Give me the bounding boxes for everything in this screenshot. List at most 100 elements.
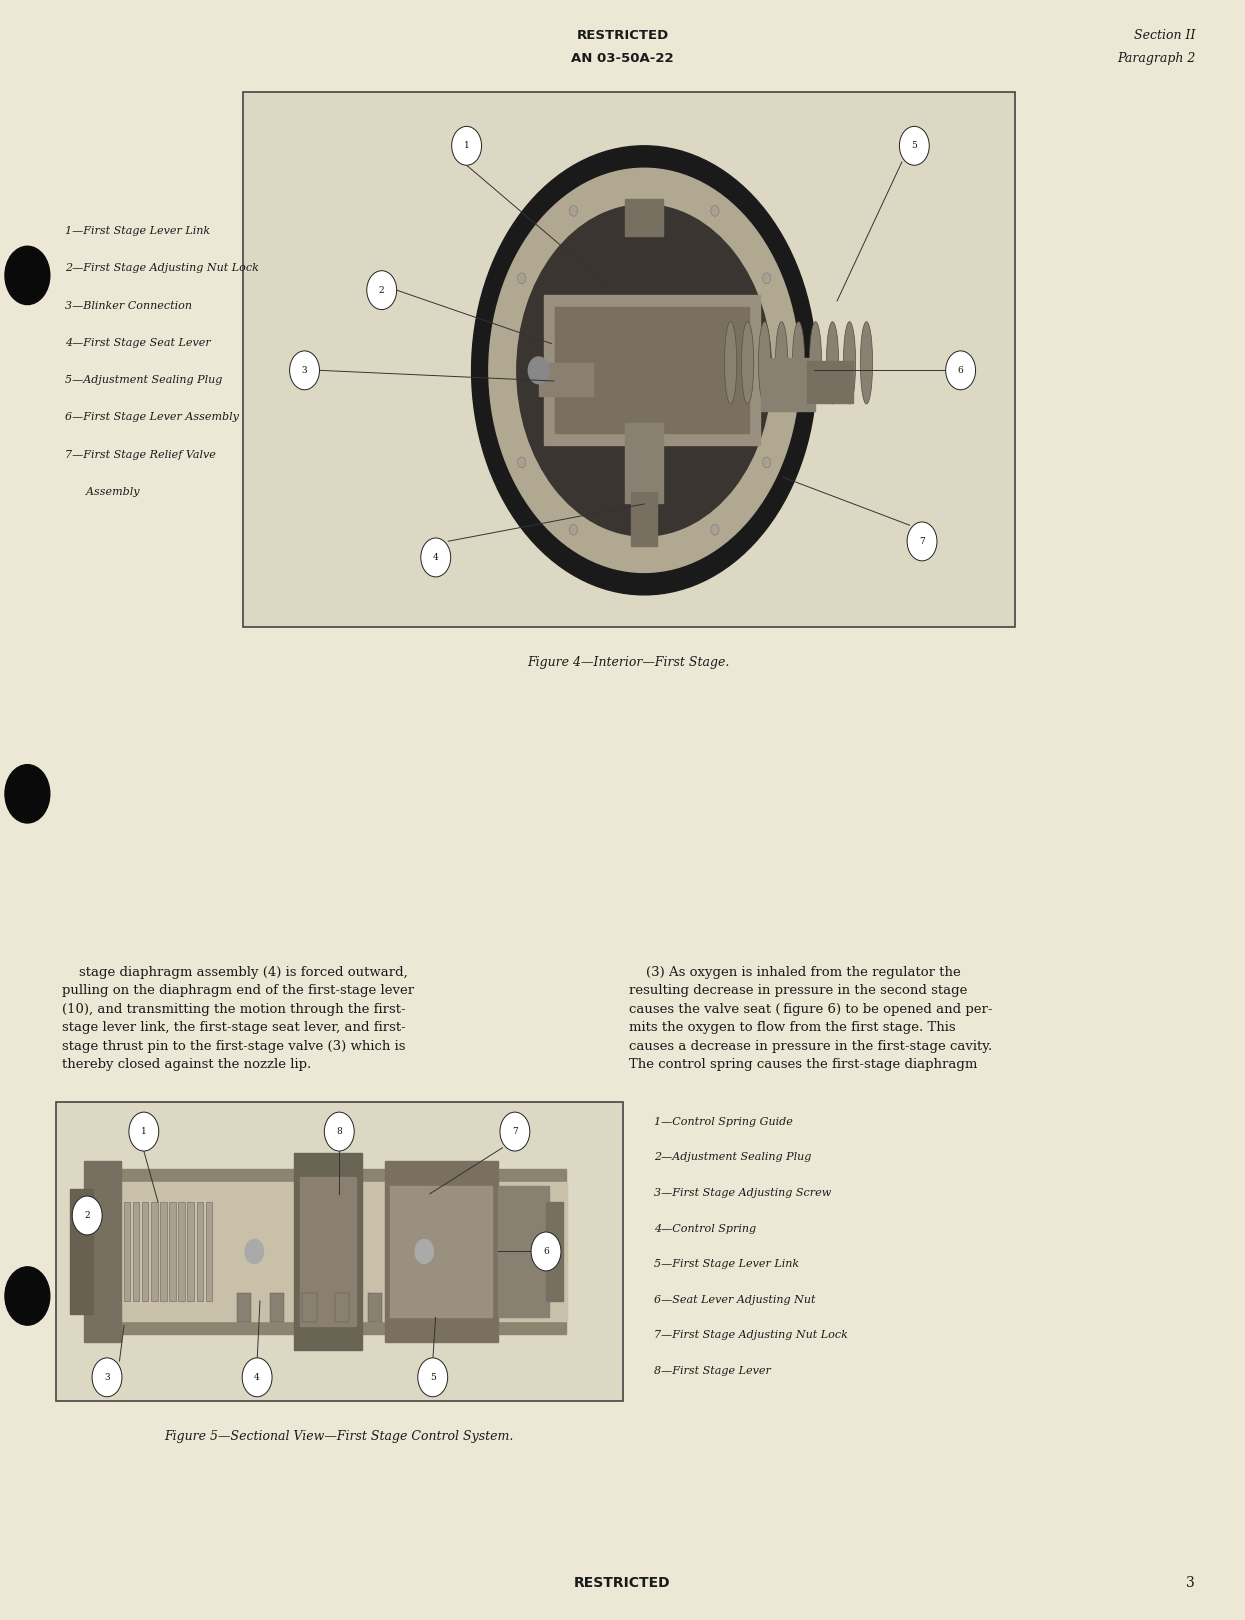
Circle shape bbox=[243, 1358, 273, 1396]
Circle shape bbox=[711, 206, 720, 215]
Text: 1—Control Spring Guide: 1—Control Spring Guide bbox=[654, 1116, 793, 1126]
Text: (3) As oxygen is inhaled from the regulator the
resulting decrease in pressure i: (3) As oxygen is inhaled from the regula… bbox=[629, 966, 992, 1071]
Text: Assembly: Assembly bbox=[65, 486, 139, 497]
Text: 8: 8 bbox=[336, 1128, 342, 1136]
Circle shape bbox=[946, 352, 976, 390]
Circle shape bbox=[528, 356, 549, 384]
Text: 5: 5 bbox=[911, 141, 918, 151]
Bar bbox=[631, 492, 657, 546]
Circle shape bbox=[367, 271, 397, 309]
Text: 1—First Stage Lever Link: 1—First Stage Lever Link bbox=[65, 227, 210, 237]
Circle shape bbox=[532, 1233, 561, 1272]
Bar bbox=[238, 1293, 251, 1322]
Bar bbox=[178, 1202, 184, 1301]
Text: RESTRICTED: RESTRICTED bbox=[574, 1576, 671, 1591]
Circle shape bbox=[72, 1196, 102, 1234]
Text: 7: 7 bbox=[512, 1128, 518, 1136]
Bar bbox=[300, 1178, 356, 1325]
Ellipse shape bbox=[776, 322, 788, 403]
Text: 4: 4 bbox=[254, 1372, 260, 1382]
Bar bbox=[188, 1202, 194, 1301]
Ellipse shape bbox=[827, 322, 839, 403]
Ellipse shape bbox=[809, 322, 822, 403]
Text: 3—Blinker Connection: 3—Blinker Connection bbox=[65, 301, 192, 311]
Text: 4—Control Spring: 4—Control Spring bbox=[654, 1223, 756, 1233]
Circle shape bbox=[129, 1111, 159, 1150]
Text: Figure 5—Sectional View—First Stage Control System.: Figure 5—Sectional View—First Stage Cont… bbox=[164, 1430, 514, 1443]
Text: RESTRICTED: RESTRICTED bbox=[576, 29, 669, 42]
Text: 7—First Stage Relief Valve: 7—First Stage Relief Valve bbox=[65, 449, 215, 460]
Circle shape bbox=[569, 525, 578, 535]
Bar bbox=[390, 1186, 492, 1317]
Bar bbox=[539, 363, 593, 395]
Text: 3: 3 bbox=[301, 366, 308, 374]
Circle shape bbox=[489, 168, 799, 572]
Circle shape bbox=[421, 538, 451, 577]
Bar bbox=[205, 1202, 212, 1301]
Circle shape bbox=[5, 246, 50, 305]
Bar bbox=[547, 1202, 563, 1301]
Text: 4—First Stage Seat Lever: 4—First Stage Seat Lever bbox=[65, 339, 210, 348]
Bar bbox=[197, 1202, 203, 1301]
Bar bbox=[385, 1162, 498, 1341]
Text: 1: 1 bbox=[141, 1128, 147, 1136]
Ellipse shape bbox=[860, 322, 873, 403]
Bar bbox=[544, 295, 759, 446]
Text: 2: 2 bbox=[85, 1212, 90, 1220]
Bar bbox=[124, 1202, 131, 1301]
Text: AN 03-50A-22: AN 03-50A-22 bbox=[571, 52, 674, 65]
Circle shape bbox=[569, 206, 578, 215]
Bar bbox=[807, 361, 853, 403]
Text: 7: 7 bbox=[919, 536, 925, 546]
Bar bbox=[151, 1202, 158, 1301]
Text: 3: 3 bbox=[1186, 1576, 1195, 1591]
Circle shape bbox=[711, 525, 720, 535]
Circle shape bbox=[418, 1358, 448, 1396]
Bar bbox=[161, 1202, 167, 1301]
Text: 6—Seat Lever Adjusting Nut: 6—Seat Lever Adjusting Nut bbox=[654, 1294, 815, 1304]
Bar bbox=[107, 1183, 566, 1320]
Ellipse shape bbox=[843, 322, 855, 403]
Ellipse shape bbox=[742, 322, 753, 403]
Text: Paragraph 2: Paragraph 2 bbox=[1117, 52, 1195, 65]
Bar bbox=[133, 1202, 139, 1301]
Text: 2: 2 bbox=[378, 285, 385, 295]
Text: 5—Adjustment Sealing Plug: 5—Adjustment Sealing Plug bbox=[65, 376, 222, 386]
Text: 6: 6 bbox=[543, 1247, 549, 1256]
Text: 3—First Stage Adjusting Screw: 3—First Stage Adjusting Screw bbox=[654, 1187, 830, 1197]
Bar bbox=[625, 423, 664, 502]
Ellipse shape bbox=[792, 322, 804, 403]
Bar bbox=[142, 1202, 148, 1301]
Circle shape bbox=[92, 1358, 122, 1396]
FancyBboxPatch shape bbox=[85, 1162, 121, 1341]
Circle shape bbox=[5, 765, 50, 823]
Text: Section II: Section II bbox=[1134, 29, 1195, 42]
Text: 6: 6 bbox=[957, 366, 964, 374]
Circle shape bbox=[472, 146, 817, 595]
Bar bbox=[761, 358, 814, 411]
Circle shape bbox=[899, 126, 929, 165]
Circle shape bbox=[908, 522, 937, 561]
Circle shape bbox=[763, 272, 771, 284]
Bar bbox=[335, 1293, 349, 1322]
Text: 3: 3 bbox=[105, 1372, 110, 1382]
Circle shape bbox=[290, 352, 320, 390]
Circle shape bbox=[518, 272, 525, 284]
Circle shape bbox=[763, 457, 771, 468]
Text: Figure 4—Interior—First Stage.: Figure 4—Interior—First Stage. bbox=[528, 656, 730, 669]
Bar bbox=[294, 1152, 362, 1351]
Circle shape bbox=[517, 204, 772, 536]
Text: 6—First Stage Lever Assembly: 6—First Stage Lever Assembly bbox=[65, 411, 239, 423]
Text: 7—First Stage Adjusting Nut Lock: 7—First Stage Adjusting Nut Lock bbox=[654, 1330, 848, 1340]
Text: stage diaphragm assembly (4) is forced outward,
pulling on the diaphragm end of : stage diaphragm assembly (4) is forced o… bbox=[62, 966, 415, 1071]
Text: 1: 1 bbox=[463, 141, 469, 151]
Text: 5—First Stage Lever Link: 5—First Stage Lever Link bbox=[654, 1259, 799, 1268]
Bar bbox=[303, 1293, 316, 1322]
Text: 5: 5 bbox=[430, 1372, 436, 1382]
Circle shape bbox=[5, 1267, 50, 1325]
Bar bbox=[498, 1186, 549, 1317]
Text: 2—Adjustment Sealing Plug: 2—Adjustment Sealing Plug bbox=[654, 1152, 810, 1162]
Bar bbox=[367, 1293, 382, 1322]
Text: 2—First Stage Adjusting Nut Lock: 2—First Stage Adjusting Nut Lock bbox=[65, 262, 259, 274]
Bar bbox=[101, 1170, 565, 1333]
